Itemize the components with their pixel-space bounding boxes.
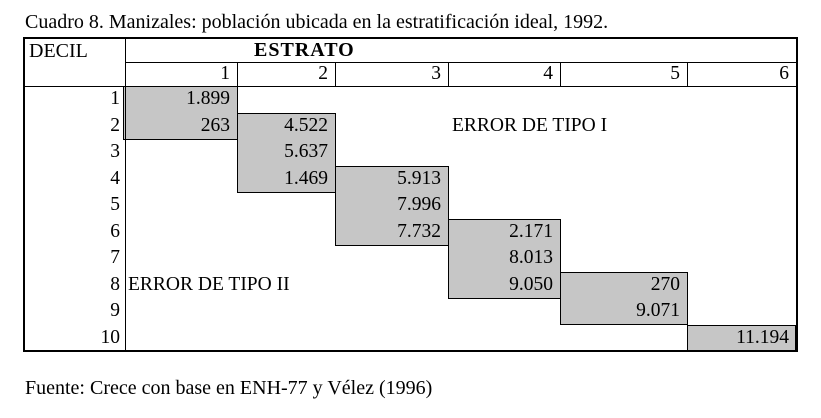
header-column-divider: [448, 62, 449, 86]
estratificacion-table: DECIL ESTRATO 1 2 3 4 5 6 ERROR DE TIPO …: [23, 37, 798, 352]
value-cell: 263: [200, 114, 230, 136]
value-cell: 5.913: [397, 167, 441, 189]
shaded-block-estrato-3: [335, 165, 449, 246]
decil-cell: 7: [110, 247, 120, 268]
shaded-block-estrato-4: [448, 218, 561, 299]
shaded-block-estrato-5: [560, 271, 688, 325]
strata-column-header: 5: [670, 63, 680, 84]
source-note: Fuente: Crece con base en ENH-77 y Vélez…: [25, 377, 433, 399]
decil-cell: 3: [110, 141, 120, 162]
header-column-divider: [687, 62, 688, 86]
decil-cell: 9: [110, 300, 120, 321]
shaded-block-estrato-6: [687, 324, 796, 351]
value-cell: 11.194: [736, 326, 789, 348]
header-column-divider: [560, 62, 561, 86]
strata-column-header: 1: [220, 63, 230, 84]
header-body-divider: [25, 86, 796, 87]
value-cell: 1.899: [186, 88, 230, 109]
header-column-divider: [237, 62, 238, 86]
value-cell: 2.171: [509, 220, 553, 242]
table-row: 6 7.732 2.171: [25, 219, 796, 246]
strata-column-header: 2: [318, 63, 328, 84]
estrato-header-divider: [125, 62, 796, 63]
strata-column-header: 3: [431, 63, 441, 84]
table-row: 3 5.637: [25, 139, 796, 166]
table-title: Cuadro 8. Manizales: población ubicada e…: [25, 11, 609, 33]
decil-header: DECIL: [29, 40, 88, 62]
table-row: 9 9.071: [25, 298, 796, 325]
shaded-block-estrato-2: [237, 112, 336, 193]
decil-cell: 4: [110, 167, 120, 189]
decil-cell: 2: [110, 114, 120, 136]
error-type-2-label: ERROR DE TIPO II: [128, 273, 290, 295]
table-row: 7 8.013: [25, 245, 796, 272]
strata-number-header-row: 1 2 3 4 5 6: [25, 62, 796, 86]
table-row: 1 1.899: [25, 86, 796, 113]
header-column-divider: [335, 62, 336, 86]
value-cell: 1.469: [284, 167, 328, 189]
value-cell: 9.050: [509, 273, 553, 295]
error-type-1-label: ERROR DE TIPO I: [452, 114, 608, 136]
decil-cell: 1: [110, 88, 120, 109]
value-cell: 270: [650, 273, 680, 295]
value-cell: 8.013: [509, 247, 553, 268]
decil-column-divider: [125, 39, 126, 350]
decil-cell: 6: [110, 220, 120, 242]
decil-cell: 10: [100, 326, 121, 348]
value-cell: 9.071: [636, 300, 680, 321]
value-cell: 5.637: [284, 141, 328, 162]
value-cell: 7.996: [397, 194, 441, 215]
table-row: 4 1.469 5.913: [25, 166, 796, 193]
estrato-header: ESTRATO: [254, 39, 355, 61]
decil-cell: 8: [110, 273, 120, 295]
table-row: 8 9.050 270: [25, 272, 796, 299]
table-row: 10 11.194: [25, 325, 796, 352]
table-row: 2 263 4.522: [25, 113, 796, 140]
strata-column-header: 6: [779, 63, 789, 84]
value-cell: 7.732: [397, 220, 441, 242]
table-row: 5 7.996: [25, 192, 796, 219]
decil-cell: 5: [110, 194, 120, 215]
value-cell: 4.522: [284, 114, 328, 136]
strata-column-header: 4: [543, 63, 553, 84]
